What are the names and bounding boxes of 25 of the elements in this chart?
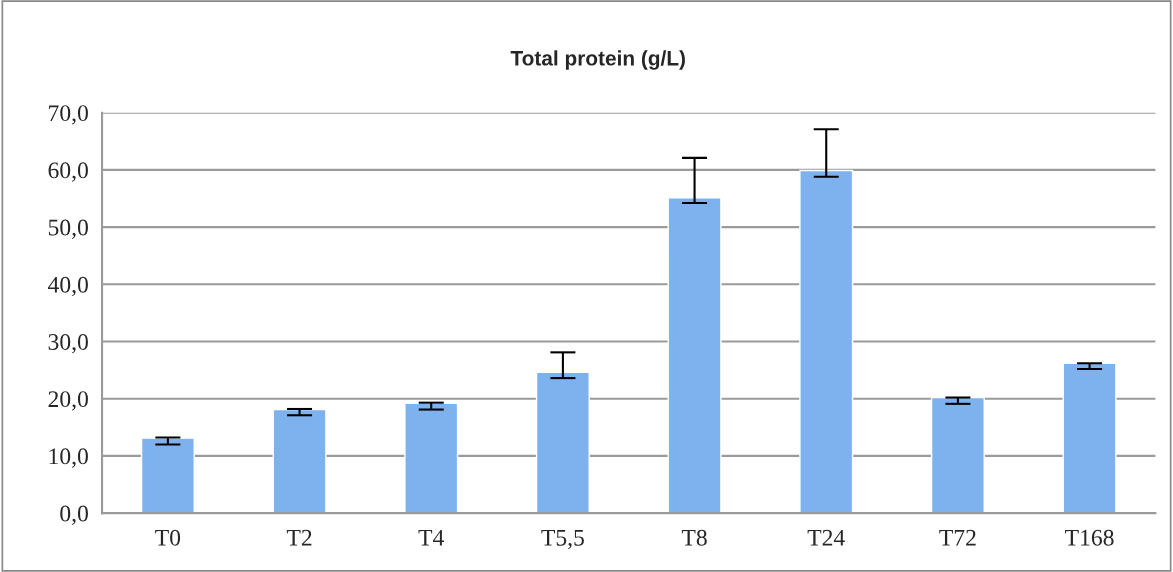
bar [1062,362,1117,514]
y-tick-label: 30,0 [48,333,88,354]
y-tick-label: 10,0 [49,448,88,468]
y-tick-label: 50,0 [48,219,88,239]
bar [799,169,854,514]
x-tick-label: T24 [807,529,845,546]
y-tick-label: 40,0 [48,276,88,297]
bar [535,371,590,514]
y-tick-label: 20,0 [48,391,88,411]
x-tick-label: T0 [155,529,181,546]
chart-title: Total protein (g/L) [510,50,685,70]
x-tick-label: T168 [1065,529,1114,546]
bar [667,197,722,514]
x-tick-label: T8 [681,529,707,546]
y-tick-label: 0,0 [60,505,88,525]
bar [272,408,327,514]
x-tick-label: T4 [418,529,444,546]
x-tick-label: T72 [939,529,976,546]
bar [404,402,459,514]
x-tick-label: T2 [286,529,312,546]
bar [930,396,985,514]
y-tick-label: 70,0 [49,105,88,125]
y-tick-label: 60,0 [48,162,88,182]
x-tick-label: T5,5 [541,529,584,550]
bar [140,437,195,514]
